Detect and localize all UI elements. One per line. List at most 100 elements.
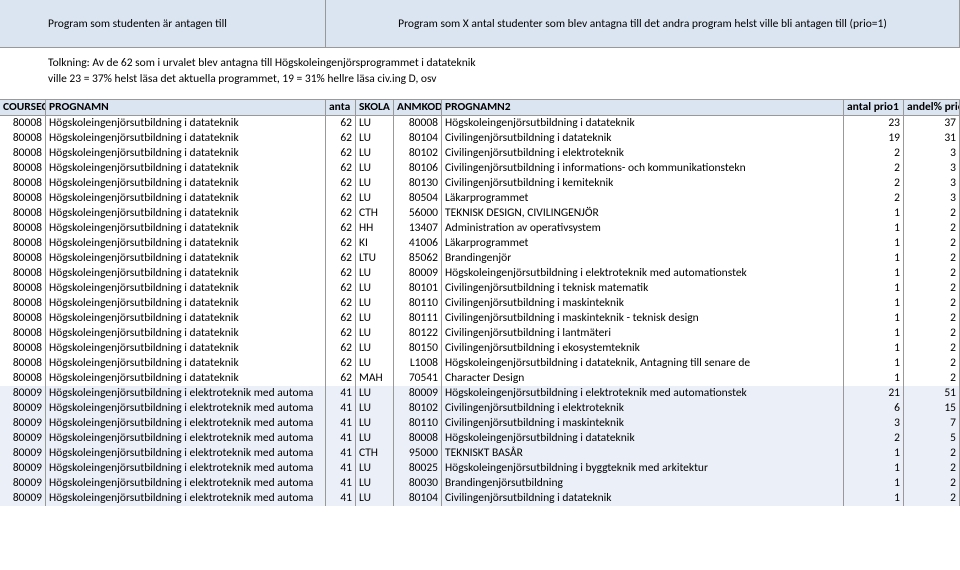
cell-andel-prio1: 2 xyxy=(904,206,960,221)
cell-coursec: 80008 xyxy=(0,281,46,296)
table-row: 80008Högskoleingenjörsutbildning i datat… xyxy=(0,161,960,176)
cell-antal: 41 xyxy=(326,491,356,506)
table-row: 80008Högskoleingenjörsutbildning i datat… xyxy=(0,311,960,326)
col-andel-prio1: andel% prio1 xyxy=(904,100,960,115)
cell-antal-prio1: 1 xyxy=(844,221,904,236)
cell-prognamn: Högskoleingenjörsutbildning i datateknik xyxy=(46,206,326,221)
cell-antal-prio1: 1 xyxy=(844,236,904,251)
cell-andel-prio1: 2 xyxy=(904,341,960,356)
cell-coursec: 80008 xyxy=(0,266,46,281)
header-row: Program som studenten är antagen till Pr… xyxy=(0,0,960,48)
cell-prognamn: Högskoleingenjörsutbildning i elektrotek… xyxy=(46,446,326,461)
cell-prognamn2: Civilingenjörsutbildning i teknisk matem… xyxy=(442,281,844,296)
cell-antal: 62 xyxy=(326,251,356,266)
cell-anmkod: 80101 xyxy=(394,281,442,296)
cell-antal-prio1: 23 xyxy=(844,116,904,131)
table-row: 80008Högskoleingenjörsutbildning i datat… xyxy=(0,251,960,266)
cell-antal: 41 xyxy=(326,401,356,416)
table-row: 80008Högskoleingenjörsutbildning i datat… xyxy=(0,191,960,206)
cell-antal: 62 xyxy=(326,176,356,191)
cell-andel-prio1: 2 xyxy=(904,461,960,476)
cell-antal-prio1: 3 xyxy=(844,416,904,431)
cell-antal-prio1: 1 xyxy=(844,356,904,371)
table-row: 80009Högskoleingenjörsutbildning i elekt… xyxy=(0,386,960,401)
cell-antal-prio1: 19 xyxy=(844,131,904,146)
col-antal: anta xyxy=(326,100,356,115)
cell-anmkod: 80106 xyxy=(394,161,442,176)
cell-prognamn2: Civilingenjörsutbildning i informations-… xyxy=(442,161,844,176)
cell-andel-prio1: 3 xyxy=(904,161,960,176)
table-row: 80009Högskoleingenjörsutbildning i elekt… xyxy=(0,431,960,446)
cell-anmkod: 80008 xyxy=(394,116,442,131)
cell-antal: 62 xyxy=(326,191,356,206)
cell-prognamn2: Administration av operativsystem xyxy=(442,221,844,236)
cell-skola: LU xyxy=(356,116,394,131)
cell-prognamn2: Civilingenjörsutbildning i elektroteknik xyxy=(442,401,844,416)
cell-coursec: 80008 xyxy=(0,311,46,326)
cell-prognamn: Högskoleingenjörsutbildning i datateknik xyxy=(46,296,326,311)
cell-andel-prio1: 2 xyxy=(904,326,960,341)
cell-anmkod: 13407 xyxy=(394,221,442,236)
col-prognamn2: PROGNAMN2 xyxy=(442,100,844,115)
cell-prognamn2: Civilingenjörsutbildning i lantmäteri xyxy=(442,326,844,341)
cell-anmkod: 80030 xyxy=(394,476,442,491)
cell-antal-prio1: 6 xyxy=(844,401,904,416)
col-antal-prio1: antal prio1 xyxy=(844,100,904,115)
table-row: 80008Högskoleingenjörsutbildning i datat… xyxy=(0,176,960,191)
cell-andel-prio1: 2 xyxy=(904,251,960,266)
cell-antal-prio1: 21 xyxy=(844,386,904,401)
cell-prognamn: Högskoleingenjörsutbildning i datateknik xyxy=(46,311,326,326)
cell-antal-prio1: 2 xyxy=(844,146,904,161)
cell-prognamn: Högskoleingenjörsutbildning i datateknik xyxy=(46,116,326,131)
cell-prognamn2: Civilingenjörsutbildning i maskinteknik xyxy=(442,416,844,431)
cell-anmkod: 80009 xyxy=(394,386,442,401)
cell-antal-prio1: 2 xyxy=(844,431,904,446)
cell-antal: 62 xyxy=(326,296,356,311)
cell-antal-prio1: 1 xyxy=(844,461,904,476)
cell-prognamn: Högskoleingenjörsutbildning i datateknik xyxy=(46,221,326,236)
cell-andel-prio1: 2 xyxy=(904,266,960,281)
cell-anmkod: 41006 xyxy=(394,236,442,251)
header-right: Program som X antal studenter som blev a… xyxy=(326,0,960,47)
table-row: 80008Högskoleingenjörsutbildning i datat… xyxy=(0,116,960,131)
cell-prognamn2: Civilingenjörsutbildning i maskinteknik … xyxy=(442,311,844,326)
cell-prognamn: Högskoleingenjörsutbildning i datateknik xyxy=(46,161,326,176)
cell-skola: LU xyxy=(356,461,394,476)
cell-antal: 62 xyxy=(326,161,356,176)
cell-antal-prio1: 1 xyxy=(844,311,904,326)
cell-anmkod: 80008 xyxy=(394,431,442,446)
cell-anmkod: 80104 xyxy=(394,131,442,146)
cell-coursec: 80009 xyxy=(0,491,46,506)
cell-antal: 62 xyxy=(326,236,356,251)
cell-skola: LU xyxy=(356,281,394,296)
cell-anmkod: 80025 xyxy=(394,461,442,476)
cell-antal-prio1: 1 xyxy=(844,296,904,311)
table-row: 80008Högskoleingenjörsutbildning i datat… xyxy=(0,206,960,221)
cell-skola: LU xyxy=(356,131,394,146)
tolkning-block: Tolkning: Av de 62 som i urvalet blev an… xyxy=(0,48,960,99)
data-rows-container: 80008Högskoleingenjörsutbildning i datat… xyxy=(0,116,960,506)
cell-prognamn2: TEKNISK DESIGN, CIVILINGENJÖR xyxy=(442,206,844,221)
cell-skola: LU xyxy=(356,146,394,161)
cell-anmkod: 56000 xyxy=(394,206,442,221)
cell-skola: HH xyxy=(356,221,394,236)
cell-prognamn2: Brandingenjörsutbildning xyxy=(442,476,844,491)
cell-antal-prio1: 1 xyxy=(844,326,904,341)
cell-prognamn: Högskoleingenjörsutbildning i datateknik xyxy=(46,356,326,371)
table-row: 80009Högskoleingenjörsutbildning i elekt… xyxy=(0,416,960,431)
cell-antal: 62 xyxy=(326,146,356,161)
cell-antal-prio1: 1 xyxy=(844,476,904,491)
cell-skola: CTH xyxy=(356,446,394,461)
cell-skola: LU xyxy=(356,266,394,281)
cell-prognamn: Högskoleingenjörsutbildning i datateknik xyxy=(46,146,326,161)
cell-coursec: 80008 xyxy=(0,176,46,191)
cell-anmkod: 80009 xyxy=(394,266,442,281)
cell-coursec: 80008 xyxy=(0,116,46,131)
cell-anmkod: 80110 xyxy=(394,296,442,311)
cell-coursec: 80008 xyxy=(0,371,46,386)
cell-coursec: 80009 xyxy=(0,401,46,416)
cell-antal-prio1: 2 xyxy=(844,191,904,206)
cell-antal-prio1: 2 xyxy=(844,161,904,176)
table-row: 80008Högskoleingenjörsutbildning i datat… xyxy=(0,146,960,161)
table-row: 80009Högskoleingenjörsutbildning i elekt… xyxy=(0,401,960,416)
